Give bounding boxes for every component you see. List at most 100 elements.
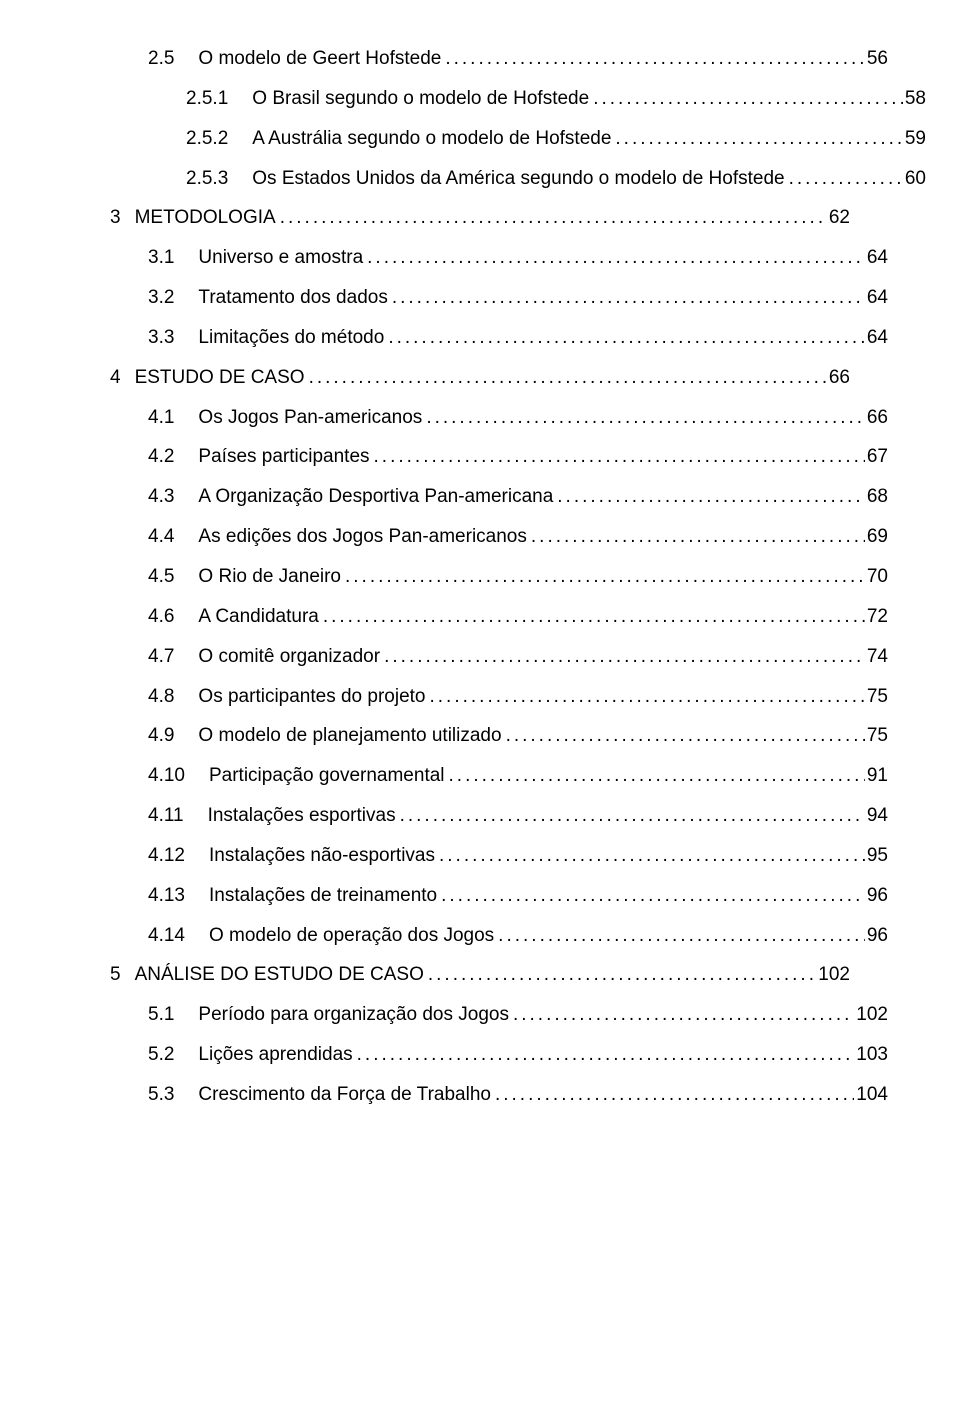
toc-entry-page: 69	[865, 526, 888, 548]
toc-entry-number: 4.11	[148, 805, 208, 827]
toc-entry-page: 58	[903, 88, 926, 110]
toc-entry-page: 62	[827, 207, 850, 229]
toc-entry-title: Instalações esportivas	[208, 805, 396, 827]
toc-entry-page: 104	[854, 1084, 888, 1106]
toc-entry-number: 3.2	[148, 287, 198, 309]
toc-entry: 2.5.2A Austrália segundo o modelo de Hof…	[110, 128, 926, 150]
toc-leader-dots: ........................................…	[422, 407, 865, 429]
toc-leader-dots: ........................................…	[527, 526, 865, 548]
toc-entry: 4.14O modelo de operação dos Jogos......…	[110, 925, 888, 947]
toc-entry-number: 5	[110, 964, 135, 986]
toc-entry-title: O comitê organizador	[198, 646, 380, 668]
toc-entry: 4.9O modelo de planejamento utilizado...…	[110, 725, 888, 747]
toc-entry: 2.5.3Os Estados Unidos da América segund…	[110, 168, 926, 190]
toc-leader-dots: ........................................…	[426, 686, 865, 708]
toc-entry-page: 94	[865, 805, 888, 827]
toc-entry: 4.7O comitê organizador.................…	[110, 646, 888, 668]
toc-entry-page: 67	[865, 446, 888, 468]
toc-entry-number: 4.13	[148, 885, 209, 907]
toc-entry-page: 75	[865, 686, 888, 708]
toc-leader-dots: ........................................…	[388, 287, 865, 309]
toc-entry-number: 3.3	[148, 327, 198, 349]
toc-leader-dots: ........................................…	[785, 168, 903, 190]
toc-leader-dots: ........................................…	[305, 367, 827, 389]
toc-entry-page: 95	[865, 845, 888, 867]
toc-leader-dots: ........................................…	[396, 805, 865, 827]
toc-page: 2.5O modelo de Geert Hofstede...........…	[0, 0, 960, 1406]
toc-entry: 2.5.1O Brasil segundo o modelo de Hofste…	[110, 88, 926, 110]
toc-leader-dots: ........................................…	[435, 845, 865, 867]
toc-entry-page: 96	[865, 925, 888, 947]
toc-entry-title: Limitações do método	[198, 327, 384, 349]
toc-entry: 4.12Instalações não-esportivas..........…	[110, 845, 888, 867]
toc-leader-dots: ........................................…	[502, 725, 865, 747]
toc-entry-number: 4.4	[148, 526, 198, 548]
toc-leader-dots: ........................................…	[445, 765, 865, 787]
toc-entry: 5.2Lições aprendidas....................…	[110, 1044, 888, 1066]
toc-entry: 4.8Os participantes do projeto..........…	[110, 686, 888, 708]
toc-entry-number: 3.1	[148, 247, 198, 269]
toc-entry: 4.4As edições dos Jogos Pan-americanos..…	[110, 526, 888, 548]
toc-entry-number: 4.12	[148, 845, 209, 867]
toc-entry-page: 72	[865, 606, 888, 628]
toc-entry-page: 102	[854, 1004, 888, 1026]
toc-leader-dots: ........................................…	[437, 885, 865, 907]
toc-entry-page: 60	[903, 168, 926, 190]
toc-entry: 2.5O modelo de Geert Hofstede...........…	[110, 48, 888, 70]
toc-entry-page: 96	[865, 885, 888, 907]
toc-entry-number: 3	[110, 207, 135, 229]
toc-entry-number: 4.10	[148, 765, 209, 787]
toc-leader-dots: ........................................…	[384, 327, 865, 349]
toc-entry-title: As edições dos Jogos Pan-americanos	[198, 526, 526, 548]
toc-entry-number: 5.1	[148, 1004, 198, 1026]
toc-entry-number: 4.7	[148, 646, 198, 668]
toc-leader-dots: ........................................…	[370, 446, 865, 468]
toc-entry-title: Crescimento da Força de Trabalho	[198, 1084, 491, 1106]
toc-entry-number: 4.2	[148, 446, 198, 468]
toc-entry-number: 2.5	[148, 48, 198, 70]
toc-leader-dots: ........................................…	[553, 486, 865, 508]
toc-entry-page: 102	[816, 964, 850, 986]
toc-entry: 4.3A Organização Desportiva Pan-american…	[110, 486, 888, 508]
toc-leader-dots: ........................................…	[363, 247, 865, 269]
toc-entry-page: 75	[865, 725, 888, 747]
toc-entry-page: 66	[827, 367, 850, 389]
toc-entry-number: 4.8	[148, 686, 198, 708]
toc-entry: 4ESTUDO DE CASO.........................…	[110, 367, 850, 389]
toc-entry: 4.1Os Jogos Pan-americanos..............…	[110, 407, 888, 429]
toc-entry: 3.2Tratamento dos dados.................…	[110, 287, 888, 309]
toc-entry-number: 5.2	[148, 1044, 198, 1066]
toc-entry-title: Países participantes	[198, 446, 369, 468]
toc-entry-number: 4.3	[148, 486, 198, 508]
toc-entry-page: 103	[854, 1044, 888, 1066]
toc-entry-page: 64	[865, 327, 888, 349]
toc-entry: 4.6A Candidatura........................…	[110, 606, 888, 628]
toc-entry-page: 64	[865, 287, 888, 309]
toc-entry: 3METODOLOGIA............................…	[110, 207, 850, 229]
toc-entry-title: Participação governamental	[209, 765, 445, 787]
toc-entry-page: 74	[865, 646, 888, 668]
toc-entry-page: 56	[865, 48, 888, 70]
toc-entry: 3.1Universo e amostra...................…	[110, 247, 888, 269]
toc-entry-title: O Rio de Janeiro	[198, 566, 341, 588]
toc-entry-title: Universo e amostra	[198, 247, 363, 269]
toc-leader-dots: ........................................…	[611, 128, 902, 150]
toc-entry: 4.13Instalações de treinamento..........…	[110, 885, 888, 907]
toc-entry-title: Período para organização dos Jogos	[198, 1004, 509, 1026]
toc-entry-title: A Austrália segundo o modelo de Hofstede	[252, 128, 611, 150]
toc-entry-title: O modelo de planejamento utilizado	[198, 725, 501, 747]
toc-entry: 5ANÁLISE DO ESTUDO DE CASO..............…	[110, 964, 850, 986]
toc-entry: 5.3Crescimento da Força de Trabalho.....…	[110, 1084, 888, 1106]
toc-entry-page: 70	[865, 566, 888, 588]
toc-entry-page: 66	[865, 407, 888, 429]
toc-entry-page: 91	[865, 765, 888, 787]
toc-entry: 4.11Instalações esportivas..............…	[110, 805, 888, 827]
toc-entry-title: Os Jogos Pan-americanos	[198, 407, 422, 429]
toc-entry-page: 59	[903, 128, 926, 150]
toc-entry-number: 5.3	[148, 1084, 198, 1106]
toc-entry-title: A Candidatura	[198, 606, 318, 628]
toc-entry-number: 4.9	[148, 725, 198, 747]
toc-entry-title: O modelo de Geert Hofstede	[198, 48, 441, 70]
toc-leader-dots: ........................................…	[441, 48, 865, 70]
toc-leader-dots: ........................................…	[509, 1004, 854, 1026]
